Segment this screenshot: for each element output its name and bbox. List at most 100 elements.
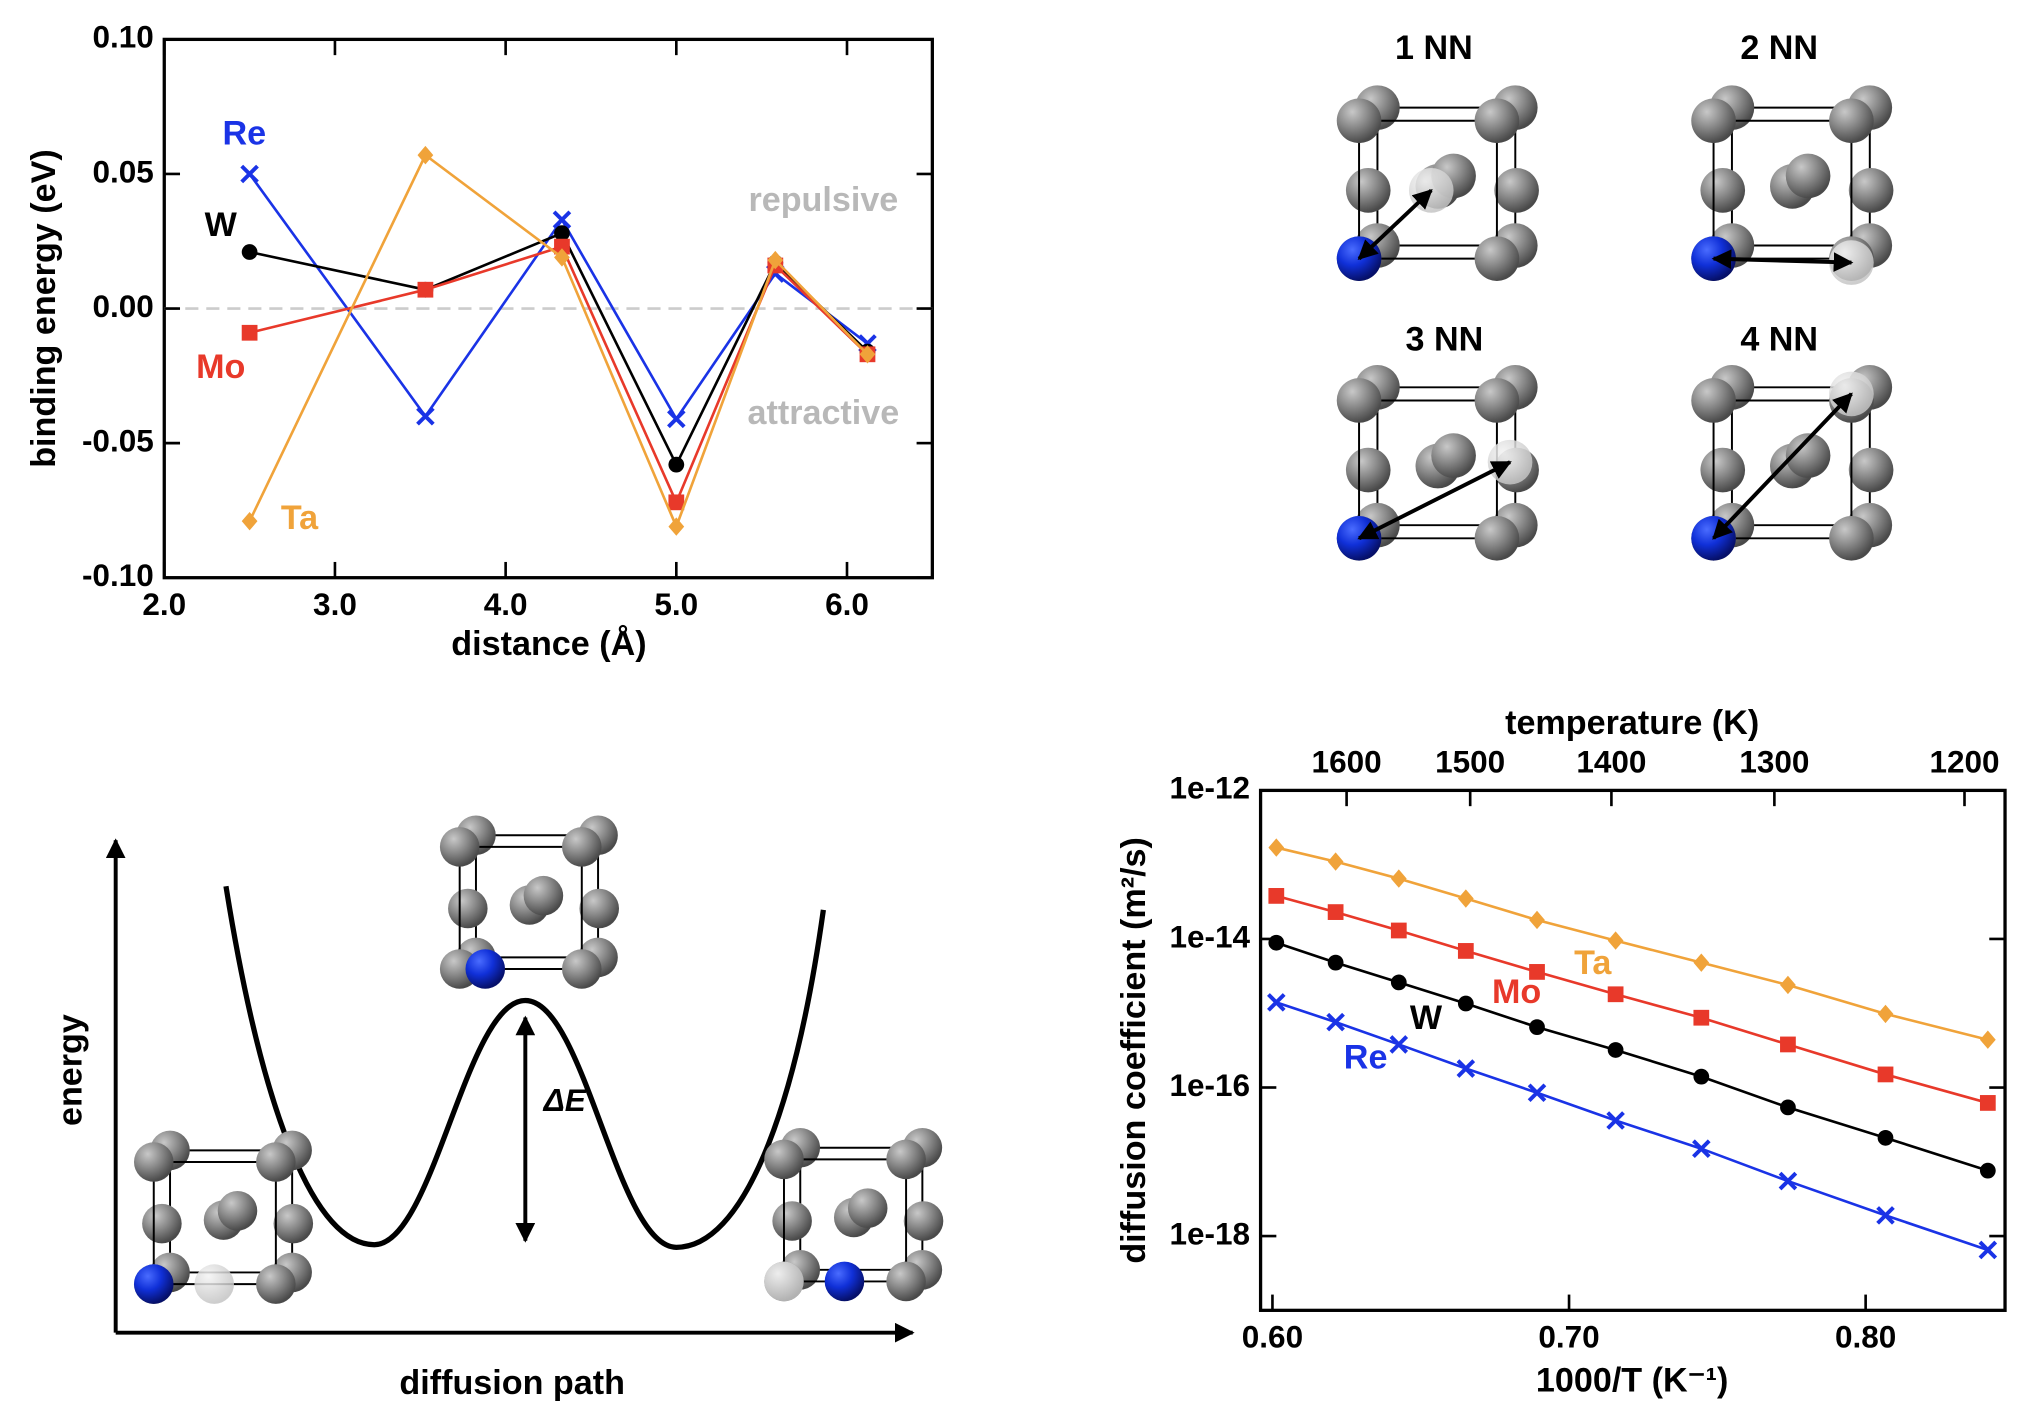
series-label: Mo (196, 348, 245, 386)
point (241, 244, 258, 260)
atom (886, 1261, 926, 1302)
point (1457, 943, 1474, 959)
point (1267, 993, 1286, 1012)
atom (217, 1191, 258, 1231)
point (1692, 1139, 1711, 1158)
point (241, 324, 258, 341)
bcc-cell (439, 815, 619, 989)
atom (562, 949, 602, 989)
atom (439, 827, 480, 867)
atom (523, 875, 564, 916)
point (1978, 1240, 1998, 1260)
x2-axis-label: temperature (K) (1505, 704, 1759, 742)
atom (1474, 378, 1520, 423)
x-tick-label: 3.0 (313, 586, 357, 622)
point (1529, 910, 1545, 930)
y-tick-label: 1e-16 (1170, 1067, 1251, 1103)
point (767, 250, 784, 270)
point (1268, 888, 1285, 904)
point (1780, 975, 1796, 995)
y-tick-label: 1e-14 (1170, 918, 1251, 954)
atom (1431, 433, 1476, 478)
point (1390, 974, 1407, 991)
y-tick-label: 1e-18 (1170, 1215, 1251, 1251)
energy-label: energy (51, 1014, 89, 1126)
point (859, 345, 876, 364)
series-label: Re (1344, 1039, 1388, 1077)
atom (764, 1139, 804, 1180)
atom (1691, 98, 1736, 144)
atom (1345, 168, 1391, 213)
x-tick-label: 0.70 (1538, 1319, 1599, 1355)
point (1780, 1099, 1796, 1116)
y-tick-label: 1e-12 (1170, 770, 1251, 806)
atom (1700, 168, 1746, 213)
bcc-cell (1336, 365, 1539, 561)
point (1979, 1030, 1996, 1049)
y-tick-label: -0.05 (82, 422, 154, 458)
point (1979, 1095, 1996, 1111)
annotation: attractive (747, 394, 899, 432)
point (1693, 953, 1710, 972)
energy-diagram: energy diffusion path ΔE (51, 838, 915, 1402)
point (240, 164, 259, 184)
point (1327, 954, 1344, 971)
point (1606, 1111, 1625, 1130)
plot-frame (1258, 788, 2007, 1312)
atom (579, 888, 619, 929)
x-tick-label: 2.0 (142, 586, 186, 622)
atom (1700, 447, 1746, 493)
solute-atom (133, 1264, 174, 1304)
x-tick-label: 5.0 (654, 586, 698, 622)
point (1326, 1012, 1345, 1032)
y-tick-label: 0.05 (92, 153, 153, 189)
point (1693, 1068, 1710, 1085)
point (1268, 934, 1285, 951)
series-line (1276, 846, 1989, 1041)
point (1693, 1009, 1710, 1026)
point (552, 210, 572, 229)
point (1607, 1042, 1624, 1058)
atom (1336, 98, 1382, 144)
point (1529, 1019, 1545, 1036)
x-axis-label: distance (Å) (451, 625, 646, 663)
series-label: W (205, 206, 238, 244)
x-axis-label: 1000/T (K⁻¹) (1536, 1362, 1728, 1400)
barrier-label: ΔE (543, 1082, 587, 1118)
nn-label: 1 NN (1395, 29, 1473, 67)
atom (1785, 153, 1831, 199)
point (1877, 1129, 1894, 1146)
bcc-cell (1691, 85, 1894, 285)
atom (256, 1264, 296, 1304)
atom (142, 1203, 182, 1244)
y-axis-label: diffusion coefficient (m²/s) (1115, 837, 1153, 1264)
atom (1336, 378, 1382, 423)
point (1876, 1206, 1895, 1225)
neighbor-diagram: 1 NN 2 NN 3 NN 4 NN (1395, 29, 1818, 358)
point (417, 281, 434, 298)
atom (1345, 447, 1391, 493)
vacancy (764, 1261, 804, 1302)
nn-label: 2 NN (1740, 29, 1818, 67)
atom (847, 1188, 888, 1228)
series-line (248, 153, 869, 531)
series-line (248, 173, 869, 422)
y-tick-label: 0.10 (92, 19, 153, 55)
atom (256, 1142, 296, 1182)
point (1529, 964, 1545, 980)
point (417, 145, 434, 165)
atom (1494, 168, 1539, 213)
atom (1474, 236, 1520, 281)
point (1780, 1036, 1796, 1053)
series-line (1275, 1001, 1989, 1252)
x2-tick-label: 1300 (1739, 743, 1809, 779)
x-tick-label: 6.0 (825, 586, 869, 622)
x2-tick-label: 1400 (1576, 743, 1646, 779)
series-label: Mo (1492, 973, 1541, 1011)
atom (133, 1142, 174, 1182)
x-tick-label: 0.60 (1242, 1319, 1303, 1355)
bcc-cell (1336, 85, 1539, 281)
point (667, 409, 686, 429)
